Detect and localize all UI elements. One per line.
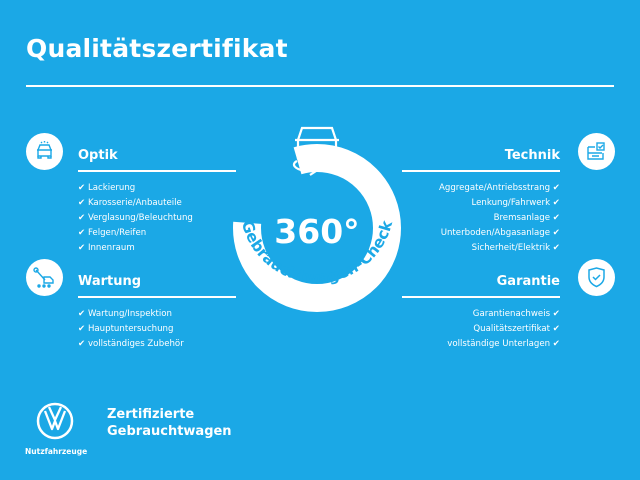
brand-name: Zertifizierte Gebrauchtwagen <box>107 406 232 440</box>
page-title: Qualitätszertifikat <box>26 34 288 63</box>
section-title: Technik <box>504 148 560 163</box>
list-item: ✔ Hauptuntersuchung <box>78 323 174 334</box>
list-item: Unterboden/Abgasanlage ✔ <box>440 228 560 239</box>
section-title: Garantie <box>496 274 560 289</box>
section-title: Optik <box>78 148 118 163</box>
section-divider <box>402 170 560 172</box>
list-item: ✔ vollständiges Zubehör <box>78 338 184 349</box>
car-rotate-icon <box>292 126 340 176</box>
check-icon: ✔ <box>78 197 86 208</box>
check-icon: ✔ <box>552 182 560 193</box>
check-icon: ✔ <box>552 338 560 349</box>
section-garantie: Garantie Garantienachweis ✔ Qualitätszer… <box>402 274 560 352</box>
list-item: ✔ Karosserie/Anbauteile <box>78 197 182 208</box>
check-icon: ✔ <box>78 182 86 193</box>
check-icon: ✔ <box>552 212 560 223</box>
list-item: Sicherheit/Elektrik ✔ <box>471 243 560 254</box>
wrench-car-icon <box>26 259 63 296</box>
section-divider <box>78 170 236 172</box>
check-icon: ✔ <box>78 323 86 334</box>
check-icon: ✔ <box>552 323 560 334</box>
logo-caption: Nutzfahrzeuge <box>25 447 88 456</box>
check-icon: ✔ <box>78 243 86 254</box>
section-wartung: Wartung ✔ Wartung/Inspektion ✔ Hauptunte… <box>78 274 236 352</box>
brand-line-1: Zertifizierte <box>107 407 195 422</box>
section-divider <box>402 296 560 298</box>
check-icon: ✔ <box>78 308 86 319</box>
list-item: ✔ Verglasung/Beleuchtung <box>78 212 193 223</box>
list-item: Aggregate/Antriebsstrang ✔ <box>438 182 560 193</box>
title-divider <box>26 85 614 87</box>
list-item: Garantienachweis ✔ <box>472 308 560 319</box>
section-divider <box>78 296 236 298</box>
list-item: ✔ Wartung/Inspektion <box>78 308 172 319</box>
car-front-icon <box>26 133 63 170</box>
section-optik: Optik ✔ Lackierung ✔ Karosserie/Anbautei… <box>78 148 236 257</box>
check-icon: ✔ <box>552 308 560 319</box>
check-icon: ✔ <box>78 338 86 349</box>
section-technik: Technik Aggregate/Antriebsstrang ✔ Lenku… <box>402 148 560 257</box>
check-icon: ✔ <box>552 197 560 208</box>
check-icon: ✔ <box>78 212 86 223</box>
list-item: vollständige Unterlagen ✔ <box>447 338 560 349</box>
vw-logo <box>36 402 74 440</box>
brand-line-2: Gebrauchtwagen <box>107 424 232 439</box>
list-item: ✔ Lackierung <box>78 182 136 193</box>
list-item: ✔ Innenraum <box>78 243 135 254</box>
shield-check-icon <box>578 259 615 296</box>
section-title: Wartung <box>78 274 142 289</box>
list-item: Lenkung/Fahrwerk ✔ <box>471 197 561 208</box>
check-icon: ✔ <box>552 243 560 254</box>
list-item: Bremsanlage ✔ <box>493 212 560 223</box>
list-item: Qualitätszertifikat ✔ <box>473 323 560 334</box>
check-icon: ✔ <box>78 228 86 239</box>
engine-check-icon <box>578 133 615 170</box>
list-item: ✔ Felgen/Reifen <box>78 228 147 239</box>
check-icon: ✔ <box>552 228 560 239</box>
degrees-label: 360° <box>274 212 359 251</box>
